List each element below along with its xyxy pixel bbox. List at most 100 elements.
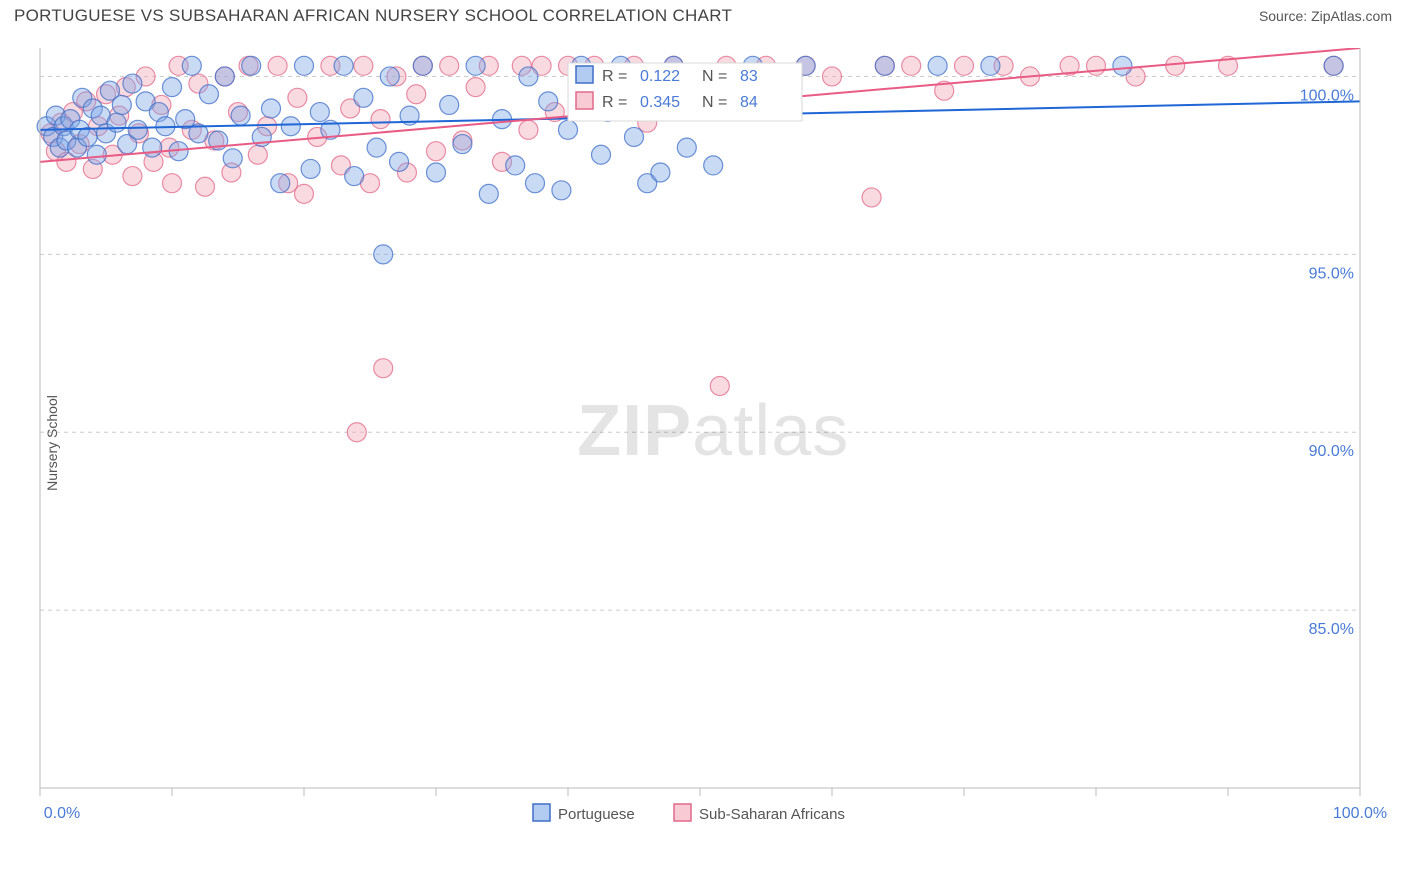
data-point [466,78,485,97]
data-point [651,163,670,182]
data-point [367,138,386,157]
data-point [862,188,881,207]
data-point [295,184,314,203]
data-point [248,145,267,164]
data-point [519,120,538,139]
data-point [592,145,611,164]
data-point [902,56,921,75]
data-point [163,78,182,97]
data-point [1166,56,1185,75]
data-point [112,95,131,114]
data-point [123,74,142,93]
data-point [78,127,97,146]
stat-n-label: N = [702,94,727,111]
x-tick-label: 0.0% [44,805,80,822]
data-point [374,245,393,264]
y-tick-label: 95.0% [1309,265,1354,282]
source-link[interactable]: ZipAtlas.com [1311,8,1392,24]
data-point [128,120,147,139]
data-point [301,159,320,178]
source-prefix: Source: [1259,8,1311,24]
chart-title: PORTUGUESE VS SUBSAHARAN AFRICAN NURSERY… [14,6,732,26]
data-point [215,67,234,86]
stat-r-value: 0.122 [640,68,680,85]
legend-swatch [674,804,691,821]
data-point [242,56,261,75]
data-point [1087,56,1106,75]
chart-area: Nursery School 85.0% 90.0% 95.0% 100.0% ZIPa… [0,48,1406,838]
data-point [440,56,459,75]
data-point [928,56,947,75]
stat-n-value: 84 [740,94,758,111]
data-point [1324,56,1343,75]
data-point [981,56,1000,75]
data-point [374,359,393,378]
legend-label: Sub-Saharan Africans [699,806,845,823]
data-point [196,177,215,196]
data-point [526,174,545,193]
data-point [704,156,723,175]
x-tick-label: 100.0% [1333,805,1387,822]
stat-r-label: R = [602,68,627,85]
source-attribution: Source: ZipAtlas.com [1259,8,1392,24]
data-point [262,99,281,118]
data-point [87,145,106,164]
data-point [427,142,446,161]
data-point [199,85,218,104]
data-point [182,56,201,75]
data-point [559,120,578,139]
data-point [347,423,366,442]
data-point [479,184,498,203]
data-point [163,174,182,193]
data-point [223,149,242,168]
data-point [390,152,409,171]
data-point [295,56,314,75]
data-point [440,95,459,114]
data-point [334,56,353,75]
y-tick-label: 90.0% [1309,443,1354,460]
data-point [453,135,472,154]
stat-n-label: N = [702,68,727,85]
stat-n-value: 83 [740,68,758,85]
data-point [345,167,364,186]
data-point [231,106,250,125]
data-point [427,163,446,182]
data-point [955,56,974,75]
legend-swatch [533,804,550,821]
data-point [466,56,485,75]
stat-r-label: R = [602,94,627,111]
watermark: ZIPatlas [577,391,849,471]
data-point [823,67,842,86]
data-point [354,88,373,107]
data-point [875,56,894,75]
data-point [710,376,729,395]
title-bar: PORTUGUESE VS SUBSAHARAN AFRICAN NURSERY… [0,0,1406,28]
stat-r-value: 0.345 [640,94,680,111]
data-point [143,138,162,157]
scatter-chart: 85.0%90.0%95.0%100.0%ZIPatlas0.0%100.0%R… [0,48,1406,848]
data-point [519,67,538,86]
data-point [268,56,287,75]
data-point [539,92,558,111]
data-point [677,138,696,157]
data-point [271,174,290,193]
data-point [354,56,373,75]
data-point [288,88,307,107]
legend-swatch [576,66,593,83]
data-point [123,167,142,186]
data-point [107,113,126,132]
data-point [625,127,644,146]
y-tick-label: 85.0% [1309,621,1354,638]
data-point [371,110,390,129]
data-point [281,117,300,136]
legend-swatch [576,92,593,109]
data-point [552,181,571,200]
data-point [413,56,432,75]
data-point [407,85,426,104]
y-axis-label: Nursery School [44,395,60,491]
data-point [380,67,399,86]
data-point [310,103,329,122]
legend-label: Portuguese [558,806,635,823]
data-point [1113,56,1132,75]
data-point [506,156,525,175]
